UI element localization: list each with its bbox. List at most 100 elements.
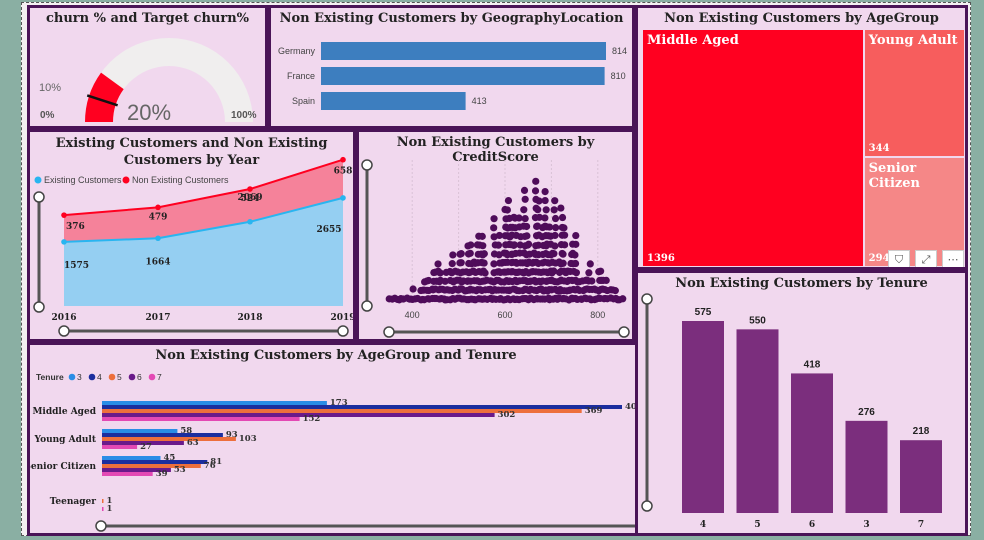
more-options-icon[interactable]: ⋯ [942,250,964,267]
agetenure-value-label: 93 [226,430,238,440]
treemap-tile-value: 294 [868,252,890,264]
tenure-legend-marker [148,373,156,381]
tenure-legend-marker [68,373,76,381]
tenure-bar[interactable] [736,329,779,513]
credit-point [466,249,474,257]
credit-point [571,259,580,268]
focus-mode-icon[interactable]: ⤢ [915,250,937,267]
non-existing-point [340,156,346,163]
creditscore-card[interactable]: Non Existing Customers by CreditScore 40… [356,129,635,342]
credit-point [520,186,529,194]
agetenure-group-label: Senior Citizen [27,462,96,472]
agetenure-bar[interactable] [102,456,161,460]
non-existing-line [63,158,344,217]
credit-point [521,195,529,203]
credit-point [572,240,580,248]
credit-vertical-slider-top-handle[interactable] [361,159,373,171]
credit-point [510,241,518,249]
gauge-target-marker [86,94,119,107]
tenure-card[interactable]: Non Existing Customers by Tenure 575 4 550… [635,270,968,536]
agetenure-bar[interactable] [102,429,178,433]
credit-tick-label: 400 [405,310,420,320]
tenure-bar[interactable] [900,440,942,513]
credit-point [535,197,543,205]
agetenure-bar[interactable] [102,460,208,464]
agetenure-bar[interactable] [102,445,138,449]
agetenure-bar[interactable] [102,413,495,417]
filter-icon[interactable]: ⛉ [888,250,910,267]
tenure-bar[interactable] [845,420,888,513]
credit-vertical-slider-bottom-handle[interactable] [361,300,373,312]
non-existing-point [247,186,253,192]
agetenure-bar[interactable] [102,405,622,409]
existing-point [61,239,67,245]
agegroup-treemap-card[interactable]: Non Existing Customers by AgeGroup Middl… [635,5,968,270]
agetenure-bar[interactable] [102,417,300,421]
tenure-bar[interactable] [791,373,833,513]
credit-point [481,269,489,277]
credit-point [572,269,580,277]
credit-point [490,260,498,268]
tenure-value-label: 218 [913,426,930,437]
year-title: Existing Customers and Non Existing Cust… [55,136,328,168]
gauge-value-label: 20% [127,100,171,125]
agetenure-bar[interactable] [102,507,104,511]
creditscore-scatter-chart: 400 600 800 [361,159,630,338]
geography-card[interactable]: Non Existing Customers by GeographyLocat… [268,5,635,129]
tenure-vertical-slider-top-handle[interactable] [641,293,653,305]
agetenure-bar[interactable] [102,401,327,405]
tenure-vertical-slider-bottom-handle[interactable] [641,500,653,512]
agetenure-bar[interactable] [102,464,201,468]
agegroup-tenure-card[interactable]: Non Existing Customers by AgeGroup and T… [27,342,645,536]
year-horizontal-slider-end-handle[interactable] [337,325,349,337]
treemap-tile[interactable]: Middle Aged 1396 [643,30,863,266]
agetenure-bar[interactable] [102,433,223,437]
existing-line [63,196,344,243]
credit-point [494,241,503,249]
gauge-card[interactable]: churn % and Target churn% 20% 10% 0% 100% [27,5,268,129]
agetenure-bar[interactable] [102,441,184,445]
agetenure-bar[interactable] [102,437,236,441]
agetenure-value-label: 1 [107,504,113,514]
credit-point [515,214,523,222]
credit-point [520,206,528,214]
agetenure-bar[interactable] [102,409,582,413]
tenure-legend-marker [88,373,96,381]
credit-horizontal-slider-start-handle[interactable] [383,326,395,338]
credit-point [480,250,488,258]
tenure-legend-marker [128,373,136,381]
agetenure-value-label: 53 [174,465,186,475]
credit-point [559,259,567,267]
agetenure-value-label: 1 [107,496,113,506]
credit-point [467,241,475,249]
legend-existing-marker [34,176,42,184]
credit-point [550,250,558,258]
year-area-card[interactable]: Existing Customers and Non Existing Cust… [27,129,356,342]
credit-point [522,222,531,231]
agetenure-bar[interactable] [102,468,171,472]
credit-point [588,277,596,285]
agetenure-horizontal-slider-start-handle[interactable] [95,520,107,532]
year-horizontal-slider-start-handle[interactable] [58,325,70,337]
year-tick-label: 2018 [237,313,262,323]
existing-point [247,218,253,225]
treemap-tile[interactable]: Senior Citizen 294 [864,158,964,266]
agetenure-value-label: 400 [625,402,643,412]
legend-existing-label: Existing Customers [44,175,122,185]
agetenure-bar[interactable] [102,499,104,503]
year-tick-label: 2017 [145,313,170,323]
credit-point [557,204,565,212]
credit-horizontal-slider-end-handle[interactable] [618,326,630,338]
geography-value-label: 413 [472,96,487,106]
credit-point [490,224,498,232]
agetenure-group-label: Young Adult [33,435,96,445]
year-vertical-slider-bottom-handle[interactable] [33,301,45,313]
tenure-bar[interactable] [682,321,724,513]
agetenure-bar[interactable] [102,472,153,476]
credit-point [457,259,465,267]
year-vertical-slider-top-handle[interactable] [33,191,45,203]
tenure-bar-chart: 575 4 550 5 418 6 276 3 218 7 [641,293,942,530]
credit-point [545,223,554,231]
treemap-tile[interactable]: Young Adult 344 [864,30,964,157]
